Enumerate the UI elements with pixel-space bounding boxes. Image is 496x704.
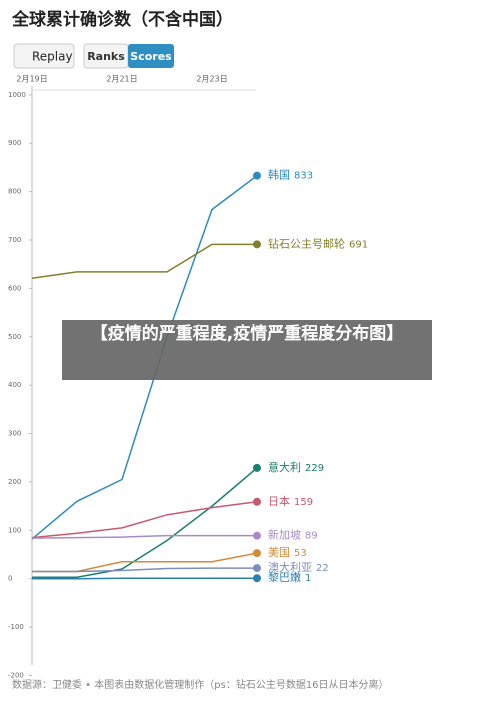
series-line (32, 244, 257, 278)
end-dot (253, 498, 261, 506)
y-tick-label: -100 (8, 623, 24, 631)
value-label: 833 (294, 171, 313, 182)
y-tick-label: 400 (8, 381, 21, 389)
value-label: 53 (294, 548, 307, 559)
series-line (32, 468, 257, 577)
y-tick-label: 200 (8, 478, 21, 486)
source: 数据源：卫健委 • 本图表由数据化管理制作（ps：钻石公主号数据16日从日本分离… (12, 678, 389, 691)
value-label: 22 (316, 563, 329, 574)
value-label: 691 (349, 239, 368, 250)
end-dot (253, 549, 261, 557)
series-line (32, 568, 257, 571)
end-dot (253, 464, 261, 472)
value-label: 159 (294, 497, 313, 508)
y-tick-label: 1000 (8, 91, 26, 99)
y-tick-label: 300 (8, 430, 21, 438)
end-dot (253, 240, 261, 248)
end-dot (253, 564, 261, 572)
value-label: 1 (305, 573, 311, 584)
y-tick-label: 0 (8, 575, 12, 583)
replay-label[interactable]: Replay (32, 50, 73, 64)
series-label: 美国 (268, 546, 290, 559)
y-tick-label: 500 (8, 333, 21, 341)
x-tick-label: 2月23日 (196, 75, 227, 84)
value-label: 89 (305, 531, 318, 542)
series-label: 黎巴嫩 (268, 570, 301, 584)
series-label: 日本 (268, 494, 290, 508)
series-label: 意大利 (268, 460, 301, 474)
y-tick-label: 800 (8, 188, 21, 196)
ranks-label[interactable]: Ranks (87, 50, 125, 63)
y-tick-label: -200 (8, 671, 24, 679)
series-label: 新加坡 (268, 528, 301, 542)
banner: 【疫情的严重程度,疫情严重程度分布图】 (66, 322, 428, 378)
x-tick-label: 2月21日 (106, 75, 137, 84)
series-label: 韩国 (268, 168, 290, 182)
banner-text: 【疫情的严重程度,疫情严重程度分布图】 (66, 322, 428, 347)
series-line (32, 536, 257, 538)
end-dot (253, 532, 261, 540)
series-line (32, 502, 257, 538)
scores-label[interactable]: Scores (130, 50, 172, 63)
series-label: 钻石公主号邮轮 (268, 236, 345, 250)
x-tick-label: 2月19日 (16, 75, 47, 84)
y-tick-label: 700 (8, 236, 21, 244)
end-dot (253, 574, 261, 582)
y-tick-label: 100 (8, 526, 21, 534)
y-tick-label: 900 (8, 139, 21, 147)
end-dot (253, 172, 261, 180)
value-label: 229 (305, 463, 324, 474)
y-tick-label: 600 (8, 284, 21, 292)
chart-title: 全球累计确诊数（不含中国） (11, 9, 233, 30)
